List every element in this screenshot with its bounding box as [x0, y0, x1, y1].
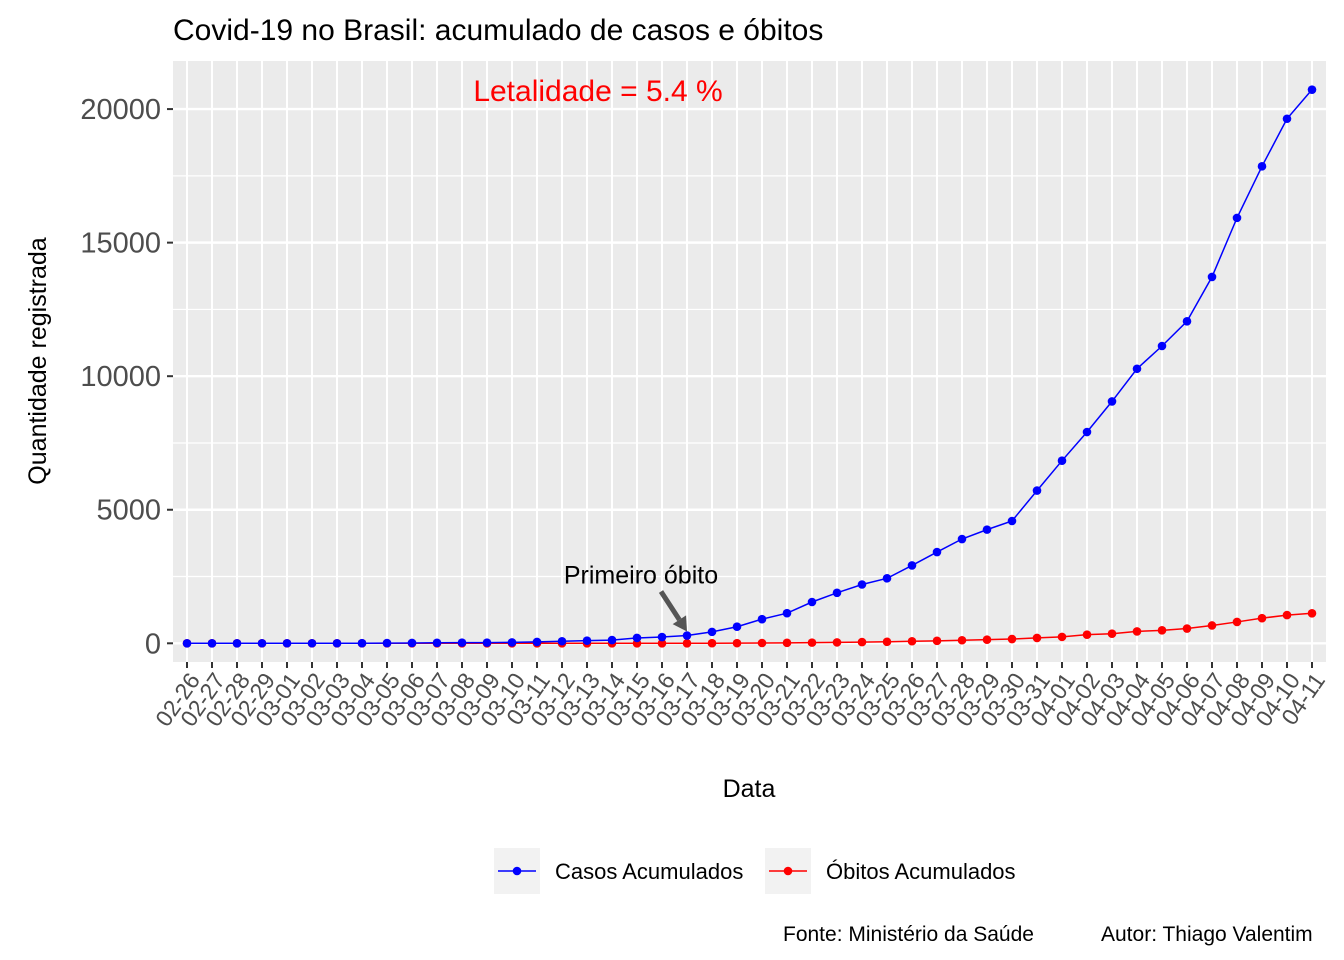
data-point: [382, 638, 392, 648]
chart-title: Covid-19 no Brasil: acumulado de casos e…: [173, 14, 823, 47]
data-point: [882, 574, 892, 583]
data-point: [682, 631, 692, 640]
data-point: [1232, 617, 1242, 627]
data-point: [432, 638, 442, 648]
data-point: [1307, 85, 1317, 94]
data-point: [457, 638, 467, 647]
data-point: [332, 638, 342, 648]
data-point: [532, 637, 542, 647]
data-point: [632, 633, 642, 643]
data-point: [1207, 272, 1217, 282]
data-point: [1257, 613, 1267, 623]
data-point: [1007, 516, 1017, 526]
data-point: [407, 638, 417, 648]
data-point: [1232, 213, 1242, 223]
data-point: [982, 635, 992, 644]
data-point: [1282, 114, 1292, 124]
data-point: [907, 561, 917, 570]
data-point: [282, 638, 292, 648]
data-point: [682, 638, 692, 648]
y-tick-label: 0: [145, 628, 161, 660]
lethality-annotation: Letalidade = 5.4 %: [473, 75, 722, 108]
data-point: [707, 627, 717, 637]
data-point: [182, 638, 192, 648]
data-point: [1057, 456, 1067, 466]
data-point: [1157, 626, 1167, 635]
data-point: [832, 638, 842, 647]
y-tick-label: 5000: [96, 495, 161, 527]
data-point: [1057, 632, 1067, 642]
legend-label: Casos Acumulados: [555, 859, 743, 884]
data-point: [582, 636, 592, 645]
data-point: [307, 638, 317, 648]
data-point: [932, 547, 942, 557]
data-point: [757, 638, 767, 648]
data-point: [1182, 316, 1192, 326]
data-point: [707, 638, 717, 648]
y-tick-label: 15000: [80, 228, 161, 260]
series-line: [187, 89, 1313, 645]
data-point: [957, 534, 967, 544]
data-point: [207, 638, 217, 648]
data-point: [657, 632, 667, 642]
legend-label: Óbitos Acumulados: [826, 859, 1016, 884]
y-axis: 0 5000 10000 15000 20000: [80, 94, 173, 660]
caption-source: Fonte: Ministério da Saúde: [783, 923, 1034, 946]
data-point: [882, 637, 892, 647]
data-point: [557, 636, 567, 646]
y-tick-label: 10000: [80, 361, 161, 393]
data-point: [1007, 634, 1017, 644]
legend-key-point: [783, 866, 793, 876]
data-point: [657, 639, 667, 648]
first-death-arrow: [658, 590, 682, 622]
y-axis-label: Quantidade registrada: [24, 237, 52, 484]
data-point: [1307, 608, 1317, 618]
first-death-arrowhead: [672, 615, 687, 632]
data-point: [257, 638, 267, 648]
data-point: [357, 638, 367, 648]
data-point: [982, 525, 992, 534]
plot-panel: [173, 61, 1326, 662]
data-point: [1257, 162, 1267, 171]
data-point: [232, 638, 242, 648]
annotations: Letalidade = 5.4 % Primeiro óbito: [473, 75, 723, 632]
data-point: [1132, 627, 1142, 636]
data-point: [1282, 610, 1292, 620]
data-point: [607, 635, 617, 645]
series-layer: [182, 85, 1317, 648]
data-point: [932, 636, 942, 646]
first-death-label: Primeiro óbito: [564, 562, 718, 590]
data-point: [482, 638, 492, 647]
data-point: [1082, 427, 1092, 437]
data-point: [732, 622, 742, 632]
caption-author: Autor: Thiago Valentim: [1101, 923, 1313, 946]
data-point: [807, 638, 817, 647]
data-point: [782, 638, 792, 648]
data-point: [1032, 633, 1042, 643]
data-point: [1157, 341, 1167, 351]
data-point: [732, 638, 742, 648]
x-axis: 02-2602-2702-2802-2903-0103-0203-0303-04…: [150, 662, 1330, 731]
data-point: [1207, 621, 1217, 630]
x-axis-label: Data: [723, 775, 776, 803]
data-point: [857, 637, 867, 647]
data-point: [507, 638, 517, 647]
data-point: [1107, 629, 1117, 639]
data-point: [1132, 364, 1142, 374]
data-point: [1182, 624, 1192, 633]
data-point: [757, 614, 767, 624]
data-point: [807, 597, 817, 607]
data-point: [907, 636, 917, 646]
data-point: [1082, 630, 1092, 639]
data-point: [782, 608, 792, 618]
data-point: [957, 635, 967, 645]
data-point: [1032, 486, 1042, 495]
y-tick-label: 20000: [80, 94, 161, 126]
data-point: [857, 580, 867, 589]
data-point: [1107, 397, 1117, 406]
legend-key-point: [512, 866, 522, 876]
data-point: [832, 588, 842, 598]
legend: Casos Acumulados Óbitos Acumulados: [494, 848, 1016, 894]
